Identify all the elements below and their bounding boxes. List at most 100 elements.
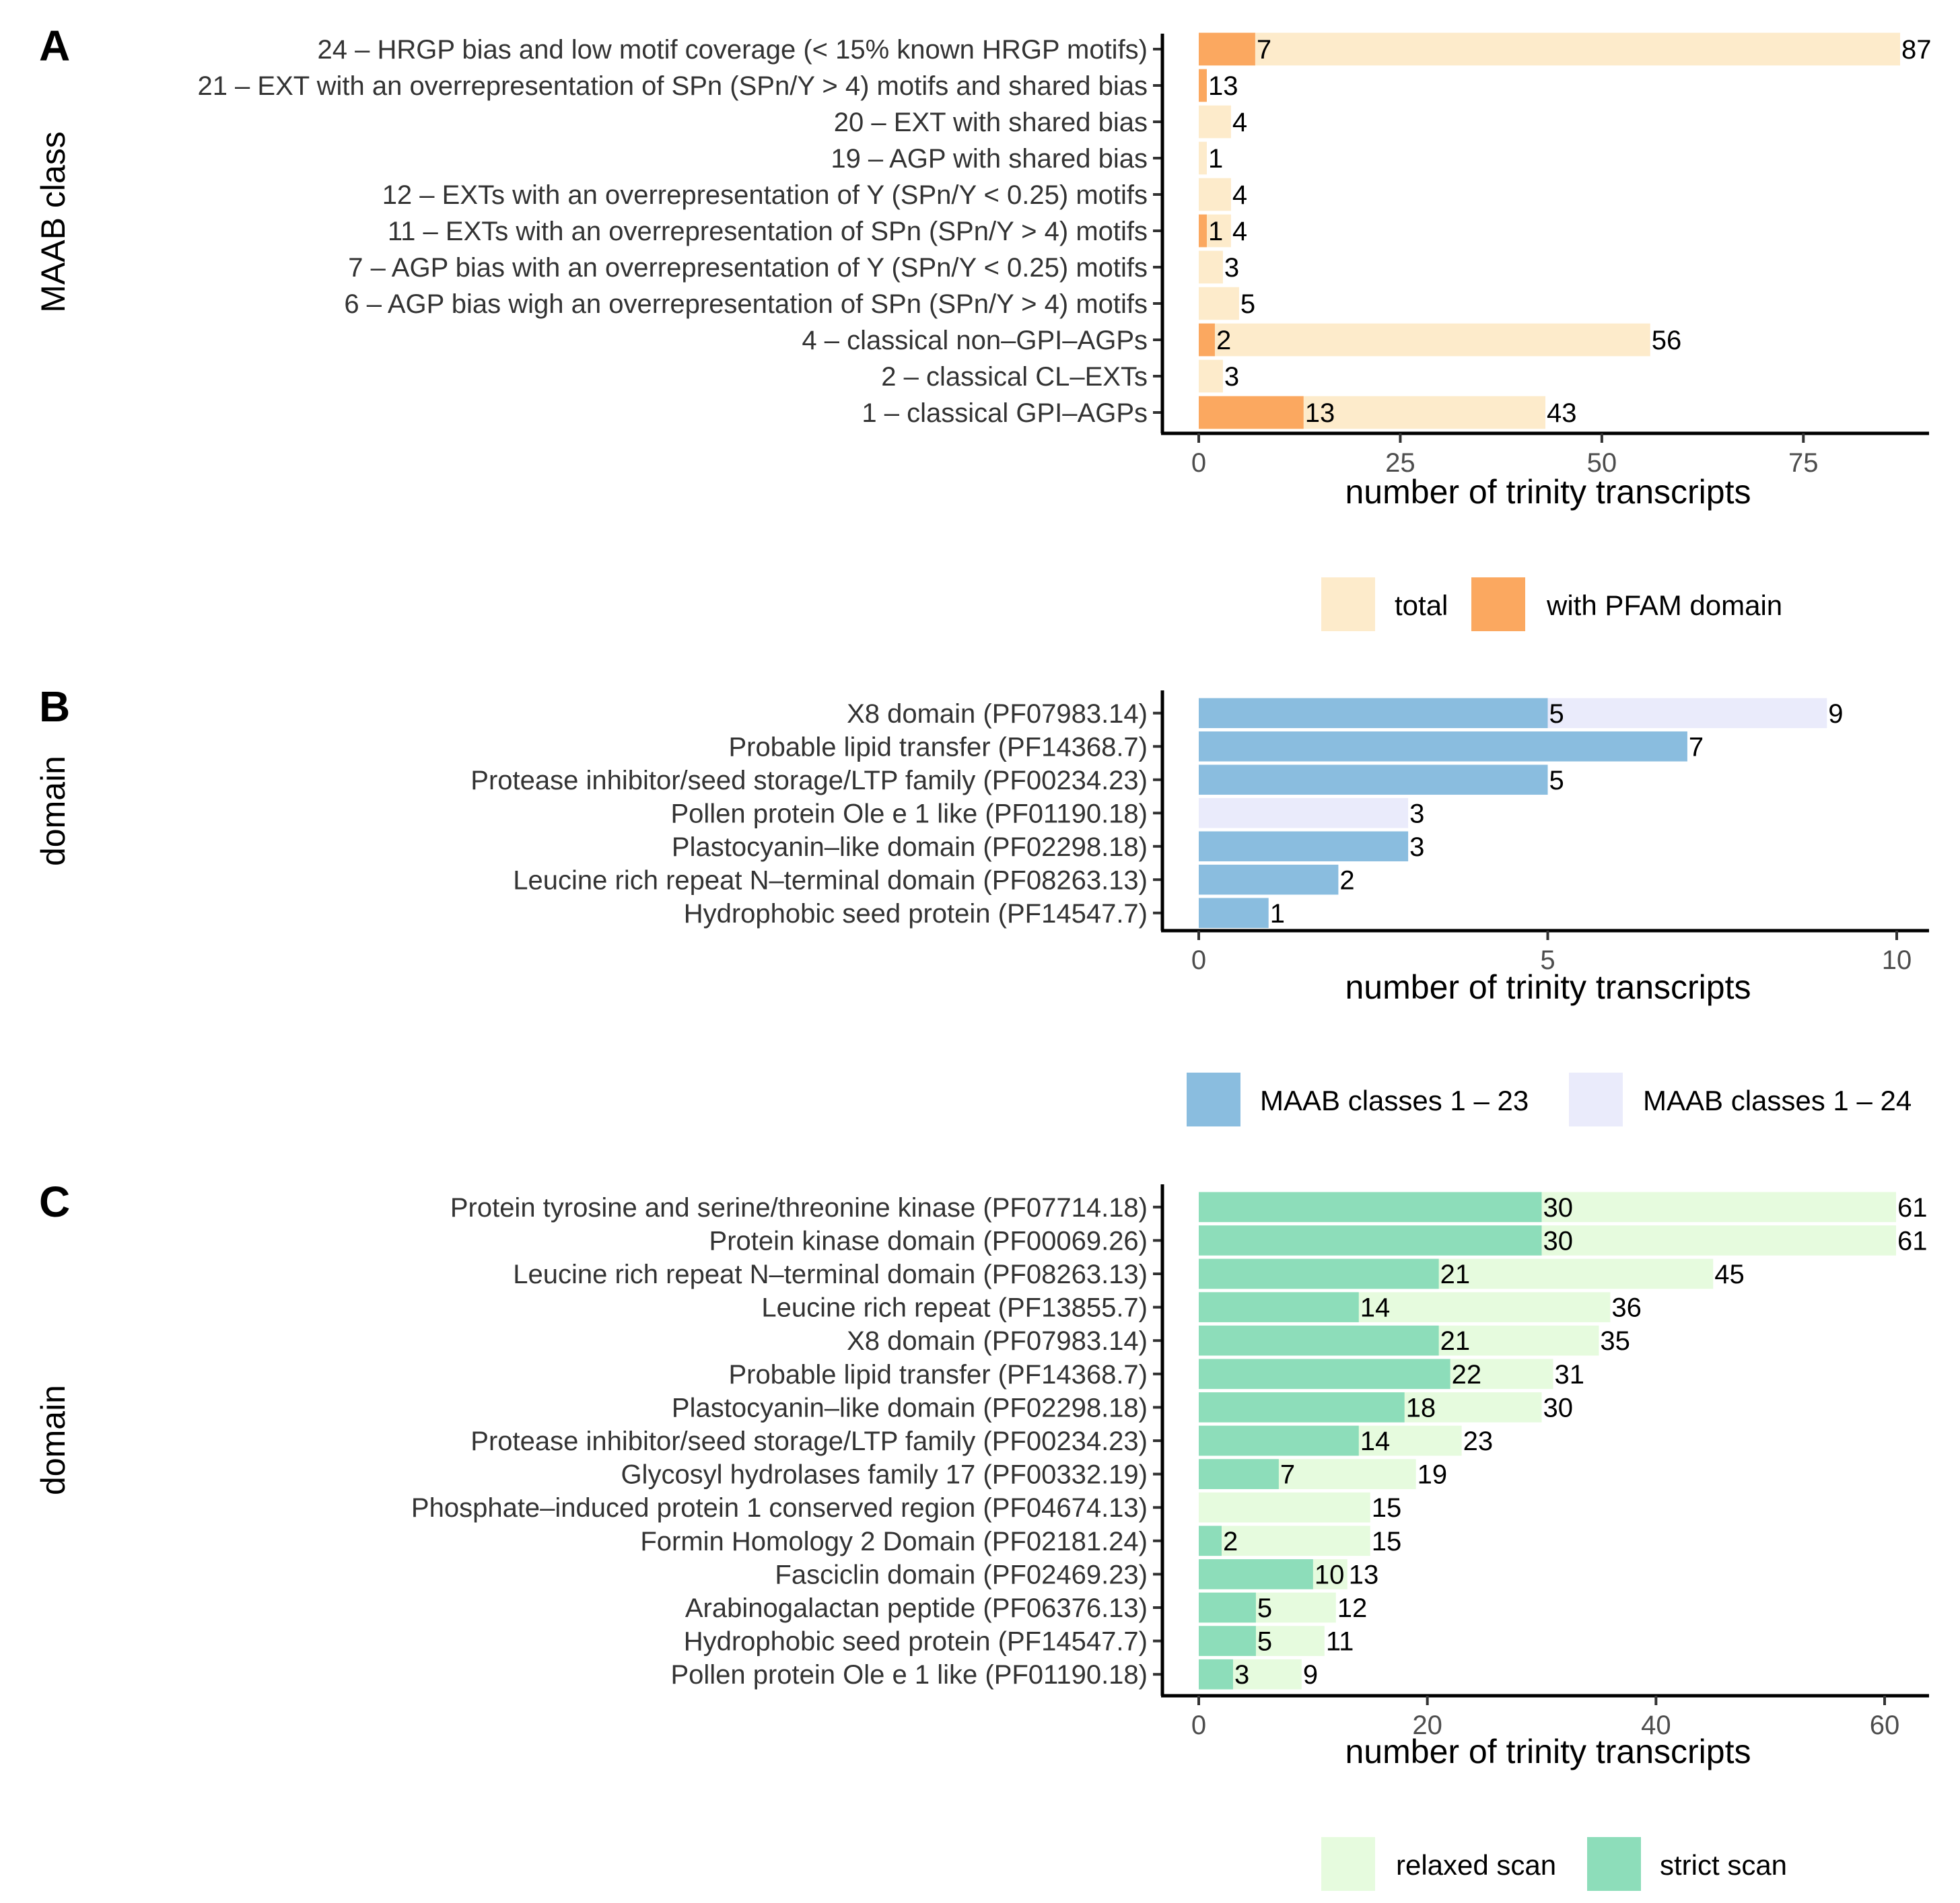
category-label: Protease inhibitor/seed storage/LTP fami… (470, 1427, 1148, 1456)
category-label: 2 – classical CL–EXTs (881, 362, 1148, 392)
category-label: Plastocyanin–like domain (PF02298.18) (672, 832, 1148, 862)
data-label: 43 (1547, 398, 1577, 428)
data-label: 9 (1828, 699, 1843, 729)
panel-letter: A (39, 22, 70, 70)
x-tick-label: 5 (1540, 945, 1555, 975)
x-axis-title: number of trinity transcripts (1345, 968, 1751, 1006)
bar-maab-classes-1-23 (1199, 698, 1548, 729)
data-label: 13 (1349, 1560, 1378, 1589)
data-label: 18 (1406, 1393, 1436, 1423)
bar-relaxed-scan (1199, 1492, 1370, 1523)
category-label: Protease inhibitor/seed storage/LTP fami… (470, 766, 1148, 795)
bar-with-pfam-domain (1199, 323, 1215, 357)
data-label: 61 (1897, 1193, 1928, 1223)
category-label: Protein tyrosine and serine/threonine ki… (450, 1193, 1148, 1223)
category-label: Phosphate–induced protein 1 conserved re… (411, 1493, 1148, 1523)
bar-strict-scan (1199, 1592, 1256, 1623)
bar-strict-scan (1199, 1392, 1405, 1423)
data-label: 36 (1611, 1293, 1642, 1323)
category-label: 19 – AGP with shared bias (831, 144, 1148, 174)
x-tick-label: 0 (1191, 1711, 1206, 1740)
data-label: 45 (1714, 1260, 1745, 1289)
data-label: 22 (1452, 1360, 1482, 1390)
x-tick-label: 0 (1191, 945, 1206, 975)
data-label: 87 (1901, 35, 1932, 65)
x-tick-label: 40 (1641, 1711, 1671, 1740)
y-axis-title: domain (34, 1385, 72, 1495)
data-label: 7 (1689, 732, 1704, 762)
data-label: 13 (1305, 398, 1335, 428)
x-tick-label: 10 (1882, 945, 1912, 975)
data-label: 3 (1224, 362, 1239, 392)
data-label: 10 (1315, 1560, 1345, 1589)
legend-swatch (1187, 1073, 1240, 1126)
data-label: 31 (1554, 1360, 1584, 1390)
category-label: 21 – EXT with an overrepresentation of S… (197, 71, 1148, 101)
bar-strict-scan (1199, 1425, 1359, 1456)
data-label: 2 (1223, 1527, 1238, 1556)
bar-total (1199, 323, 1650, 357)
category-label: Leucine rich repeat (PF13855.7) (761, 1293, 1148, 1323)
bar-total (1199, 178, 1231, 211)
category-label: 24 – HRGP bias and low motif coverage (<… (317, 35, 1148, 65)
data-label: 4 (1232, 108, 1247, 137)
data-label: 14 (1360, 1427, 1390, 1456)
x-tick-label: 0 (1191, 448, 1206, 478)
data-label: 2 (1339, 865, 1354, 895)
data-label: 3 (1234, 1660, 1249, 1690)
bar-maab-classes-1-24 (1199, 797, 1409, 828)
bar-maab-classes-1-23 (1199, 731, 1687, 762)
data-label: 23 (1463, 1427, 1494, 1456)
bar-maab-classes-1-23 (1199, 898, 1269, 929)
legend-swatch (1569, 1073, 1623, 1126)
legend-swatch (1321, 577, 1375, 631)
data-label: 14 (1360, 1293, 1390, 1323)
legend-swatch (1321, 1837, 1375, 1891)
x-tick-label: 50 (1587, 448, 1617, 478)
bar-maab-classes-1-23 (1199, 864, 1339, 895)
category-label: 4 – classical non–GPI–AGPs (802, 326, 1148, 355)
category-label: Arabinogalactan peptide (PF06376.13) (685, 1593, 1148, 1623)
bar-total (1199, 105, 1231, 139)
category-label: Formin Homology 2 Domain (PF02181.24) (640, 1527, 1148, 1556)
category-label: 7 – AGP bias with an overrepresentation … (348, 253, 1148, 283)
bar-strict-scan (1199, 1626, 1256, 1656)
bar-total (1199, 32, 1901, 66)
data-label: 5 (1240, 289, 1255, 319)
bar-strict-scan (1199, 1659, 1233, 1690)
bar-strict-scan (1199, 1559, 1313, 1589)
category-label: Fasciclin domain (PF02469.23) (775, 1560, 1148, 1589)
data-label: 7 (1257, 35, 1271, 65)
category-label: 20 – EXT with shared bias (834, 108, 1148, 137)
legend-label: with PFAM domain (1546, 589, 1782, 621)
x-tick-label: 25 (1385, 448, 1415, 478)
data-label: 13 (1208, 71, 1238, 101)
data-label: 3 (1409, 832, 1424, 862)
category-label: Hydrophobic seed protein (PF14547.7) (684, 899, 1148, 929)
data-label: 19 (1418, 1460, 1448, 1490)
category-label: 11 – EXTs with an overrepresentation of … (388, 217, 1148, 246)
bar-with-pfam-domain (1199, 396, 1304, 429)
data-label: 56 (1652, 326, 1682, 355)
x-tick-label: 20 (1412, 1711, 1442, 1740)
bar-with-pfam-domain (1199, 32, 1255, 66)
category-label: X8 domain (PF07983.14) (847, 1326, 1148, 1356)
category-label: Leucine rich repeat N–terminal domain (P… (513, 865, 1148, 895)
category-label: 1 – classical GPI–AGPs (862, 398, 1148, 428)
bar-with-pfam-domain (1199, 69, 1207, 102)
category-label: 12 – EXTs with an overrepresentation of … (382, 180, 1148, 210)
legend-label: MAAB classes 1 – 24 (1643, 1085, 1912, 1116)
category-label: Pollen protein Ole e 1 like (PF01190.18) (670, 799, 1148, 828)
category-label: Protein kinase domain (PF00069.26) (709, 1226, 1148, 1256)
bar-total (1199, 359, 1223, 393)
category-label: Probable lipid transfer (PF14368.7) (728, 732, 1148, 762)
bar-relaxed-scan (1199, 1525, 1370, 1556)
x-axis-title: number of trinity transcripts (1345, 473, 1751, 511)
bar-strict-scan (1199, 1292, 1359, 1322)
data-label: 5 (1257, 1593, 1272, 1623)
data-label: 11 (1326, 1627, 1354, 1657)
bar-total (1199, 250, 1223, 284)
bar-total (1199, 287, 1239, 320)
category-label: X8 domain (PF07983.14) (847, 699, 1148, 729)
